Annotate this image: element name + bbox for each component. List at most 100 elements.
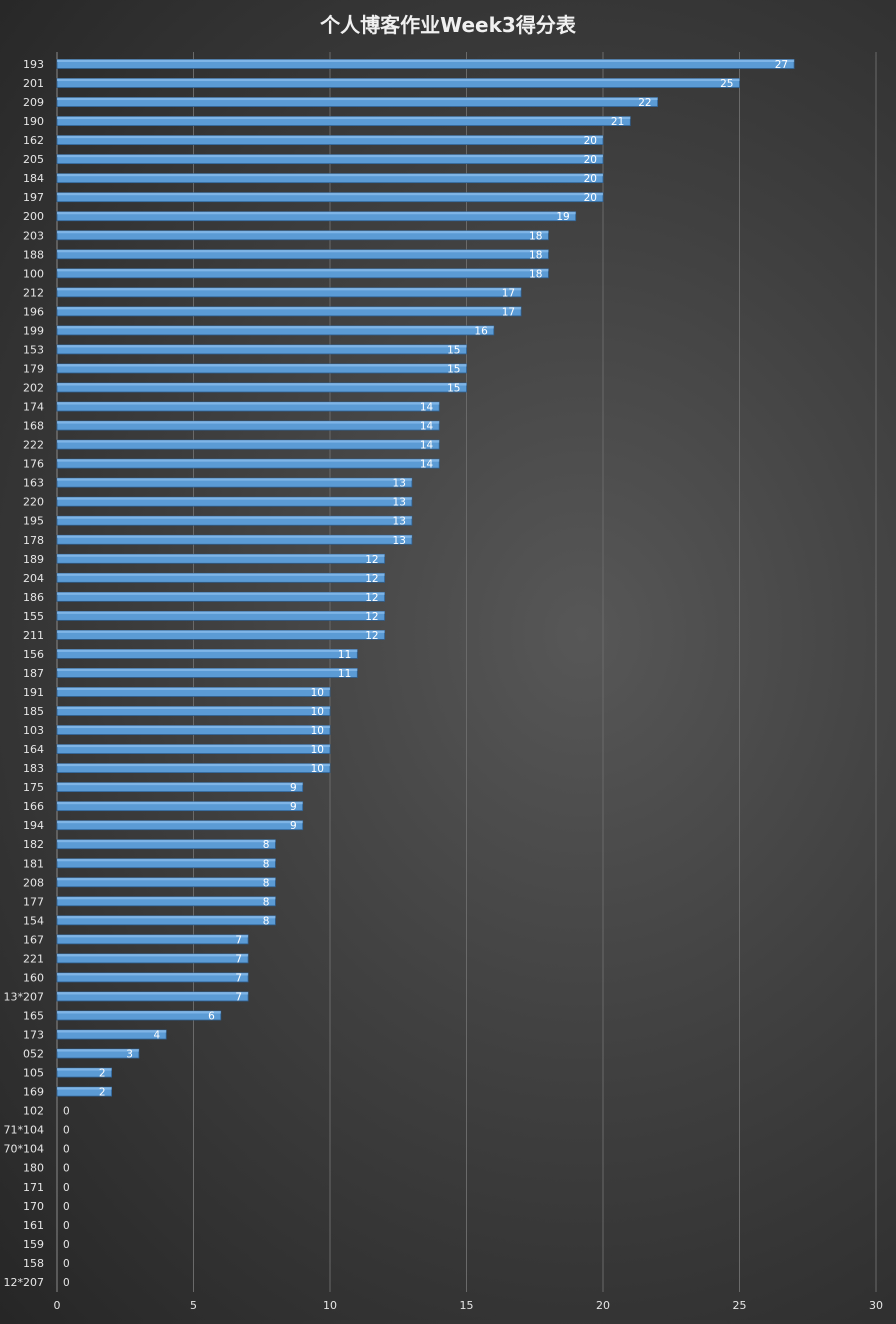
category-label: 167	[23, 933, 44, 946]
data-label: 20	[584, 135, 597, 147]
data-label: 0	[63, 1239, 70, 1251]
bar-highlight	[57, 383, 467, 386]
data-label: 10	[311, 744, 324, 756]
data-label: 13	[393, 516, 406, 528]
category-label: 162	[23, 134, 44, 147]
data-label: 10	[311, 725, 324, 737]
category-label: 187	[23, 667, 44, 680]
bar-highlight	[57, 611, 385, 614]
bar-highlight	[57, 497, 412, 500]
data-label: 13	[393, 478, 406, 490]
category-label: 71*104	[4, 1124, 45, 1137]
bar-highlight	[57, 535, 412, 538]
category-label: 188	[23, 248, 44, 261]
category-label: 168	[23, 420, 44, 433]
x-tick-label: 10	[323, 1299, 337, 1312]
bar-highlight	[57, 59, 795, 62]
data-label: 18	[529, 230, 542, 242]
category-label: 100	[23, 267, 44, 280]
category-labels: 193 201 209 190 162 205 184 197 200 203 188 100 212 1…	[4, 58, 45, 1289]
data-label: 9	[290, 782, 297, 794]
category-label: 205	[23, 153, 44, 166]
bar-highlight	[57, 858, 276, 862]
bar-highlight	[57, 763, 330, 767]
bar-highlight	[57, 744, 330, 748]
bar-highlight	[57, 363, 467, 367]
category-label: 158	[23, 1257, 44, 1270]
category-label: 105	[23, 1067, 44, 1080]
data-label: 11	[338, 649, 351, 661]
bar-highlight	[57, 230, 549, 234]
bar-highlight	[57, 801, 303, 805]
data-label: 3	[126, 1049, 133, 1061]
bar-highlight	[57, 1011, 221, 1014]
x-tick-label: 20	[596, 1299, 610, 1312]
category-label: 189	[23, 553, 44, 566]
category-label: 212	[23, 286, 44, 299]
category-label: 160	[23, 971, 44, 984]
data-label: 8	[263, 915, 270, 927]
data-label: 0	[63, 1220, 70, 1232]
category-label: 197	[23, 191, 44, 204]
data-label: 10	[311, 687, 324, 699]
data-label: 13	[393, 535, 406, 547]
category-label: 190	[23, 115, 44, 128]
x-tick-label: 25	[733, 1299, 747, 1312]
data-label: 20	[584, 192, 597, 204]
data-label: 12	[365, 592, 378, 604]
data-label: 15	[447, 363, 460, 375]
data-label: 0	[63, 1258, 70, 1270]
data-label: 0	[63, 1277, 70, 1289]
x-tick-label: 15	[460, 1299, 474, 1312]
category-label: 12*207	[4, 1276, 45, 1289]
data-label: 6	[208, 1011, 215, 1023]
data-label: 2	[99, 1087, 106, 1099]
data-label: 12	[365, 554, 378, 566]
category-label: 181	[23, 857, 44, 870]
bar-highlight	[57, 440, 440, 443]
data-label: 25	[720, 78, 733, 90]
data-label: 10	[311, 763, 324, 775]
data-label: 17	[502, 306, 515, 318]
bar-highlight	[57, 402, 440, 405]
bar-highlight	[57, 782, 303, 786]
category-label: 182	[23, 838, 44, 851]
category-label: 13*207	[4, 990, 45, 1003]
bar-highlight	[57, 459, 440, 462]
category-label: 185	[23, 705, 44, 718]
data-label: 4	[154, 1030, 161, 1042]
bar-highlight	[57, 478, 412, 481]
data-label: 0	[63, 1201, 70, 1213]
bar-highlight	[57, 934, 249, 938]
data-label: 9	[290, 820, 297, 832]
bar-highlight	[57, 725, 330, 729]
category-label: 163	[23, 477, 44, 490]
category-label: 170	[23, 1200, 44, 1213]
bar-highlight	[57, 972, 249, 976]
data-label: 14	[420, 440, 434, 452]
category-label: 161	[23, 1219, 44, 1232]
data-label: 18	[529, 249, 542, 261]
category-label: 165	[23, 1010, 44, 1023]
data-label: 27	[775, 59, 788, 71]
data-label: 7	[235, 991, 242, 1003]
bar-highlight	[57, 592, 385, 595]
bar-highlight	[57, 877, 276, 881]
category-label: 191	[23, 686, 44, 699]
category-label: 208	[23, 876, 44, 889]
category-label: 183	[23, 762, 44, 775]
bar-highlight	[57, 1030, 167, 1033]
bar-highlight	[57, 554, 385, 557]
category-label: 154	[23, 914, 44, 927]
data-label: 12	[365, 573, 378, 585]
bar-highlight	[57, 97, 658, 101]
data-label: 9	[290, 801, 297, 813]
category-label: 201	[23, 77, 44, 90]
bar-highlight	[57, 1087, 112, 1090]
data-label: 15	[447, 344, 460, 356]
bar-highlight	[57, 687, 330, 690]
data-label: 0	[63, 1163, 70, 1175]
category-label: 180	[23, 1162, 44, 1175]
category-label: 177	[23, 895, 44, 908]
bar-highlight	[57, 573, 385, 576]
